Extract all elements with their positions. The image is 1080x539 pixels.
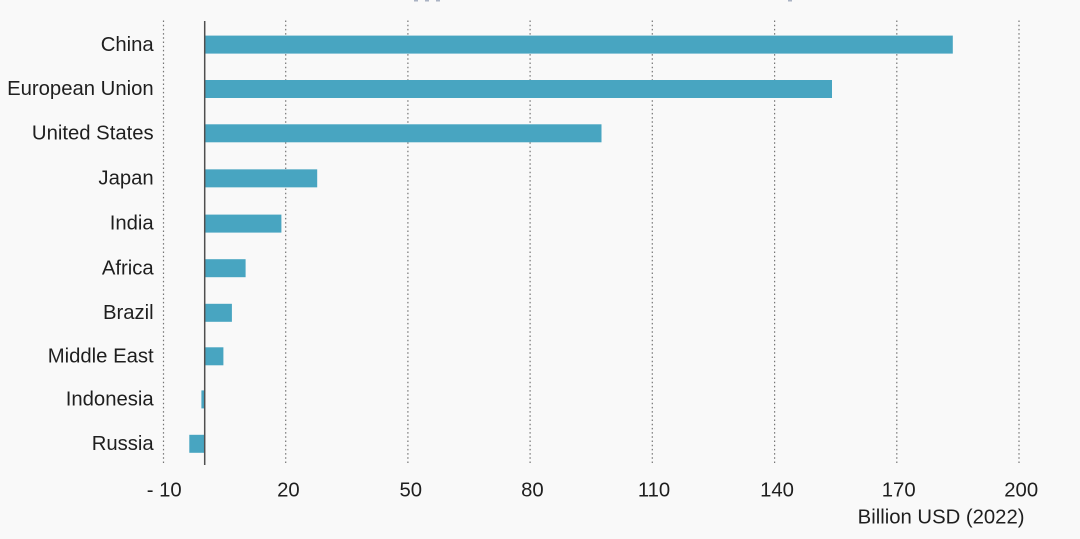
svg-text:80: 80: [521, 479, 544, 501]
svg-text:China: China: [101, 34, 155, 56]
svg-text:India: India: [110, 213, 155, 235]
svg-text:Billion USD (2022): Billion USD (2022): [858, 506, 1025, 528]
svg-text:200: 200: [1004, 479, 1038, 501]
svg-text:20: 20: [277, 479, 300, 501]
svg-text:Russia: Russia: [92, 433, 155, 455]
svg-text:European Union: European Union: [7, 78, 154, 100]
svg-text:110: 110: [638, 479, 670, 501]
svg-text:Middle East: Middle East: [48, 345, 154, 367]
svg-text:170: 170: [882, 479, 916, 501]
svg-text:- 10: - 10: [147, 479, 182, 501]
svg-text:140: 140: [760, 479, 794, 501]
svg-text:Brazil: Brazil: [103, 302, 154, 324]
svg-text:Africa: Africa: [102, 257, 155, 279]
svg-text:50: 50: [400, 479, 423, 501]
svg-text:Indonesia: Indonesia: [66, 389, 155, 411]
svg-text:United States: United States: [32, 123, 154, 145]
svg-text:Japan: Japan: [98, 167, 153, 189]
